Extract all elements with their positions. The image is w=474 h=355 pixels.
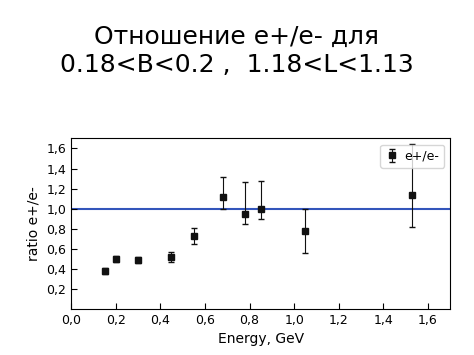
Legend: e+/e-: e+/e- xyxy=(381,145,444,168)
X-axis label: Energy, GeV: Energy, GeV xyxy=(218,332,304,346)
Y-axis label: ratio e+/e-: ratio e+/e- xyxy=(27,186,41,261)
Text: Отношение е+/е- для
0.18<B<0.2 ,  1.18<L<1.13: Отношение е+/е- для 0.18<B<0.2 , 1.18<L<… xyxy=(60,25,414,77)
